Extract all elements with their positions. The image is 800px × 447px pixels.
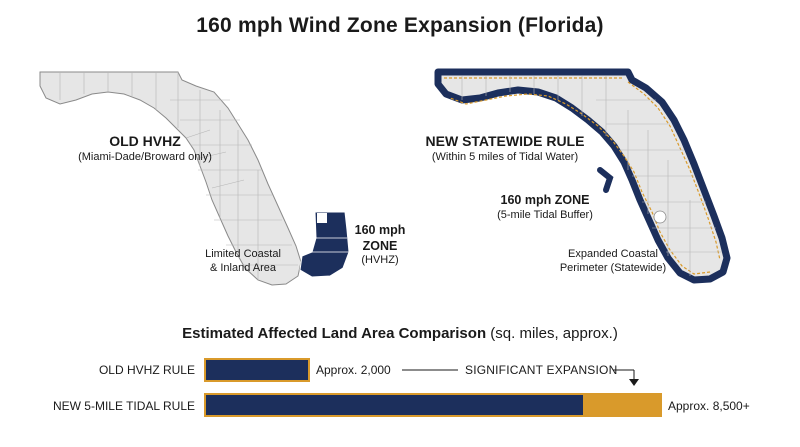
new-rule-value: Approx. 8,500+ (668, 399, 750, 413)
arrow-down-icon (629, 379, 639, 386)
page-title: 160 mph Wind Zone Expansion (Florida) (196, 14, 604, 37)
limited-area-line2: & Inland Area (209, 261, 277, 274)
new-rule-label: NEW STATEWIDE RULE (Within 5 miles of Ti… (415, 133, 595, 164)
tidal-zone-line1: 160 mph ZONE (500, 193, 590, 207)
county-lines-right (461, 76, 722, 276)
new-rule-row-label: NEW 5-MILE TIDAL RULE (52, 399, 195, 413)
comparison-title-bold: Estimated Affected Land Area Comparison (182, 325, 487, 342)
new-rule-heading: NEW STATEWIDE RULE (425, 133, 585, 149)
old-hvhz-heading: OLD HVHZ (109, 133, 181, 149)
tampa-bay-buffer (597, 167, 614, 193)
hvhz-lake-notch (317, 213, 327, 223)
tidal-zone-line2: (5-mile Tidal Buffer) (497, 208, 593, 221)
expansion-connector (402, 369, 639, 386)
tidal-zone-label: 160 mph ZONE (5-mile Tidal Buffer) (480, 193, 610, 222)
expanded-area-line1: Expanded Coastal (568, 248, 658, 260)
new-rule-subheading: (Within 5 miles of Tidal Water) (431, 150, 579, 163)
limited-area-label: Limited Coastal & Inland Area (188, 248, 298, 276)
expanded-area-label: Expanded Coastal Perimeter (Statewide) (548, 248, 678, 276)
new-rule-bar-fill-base (206, 395, 583, 415)
old-rule-value: Approx. 2,000 (316, 363, 391, 377)
comparison-title-units: (sq. miles, approx.) (486, 325, 618, 342)
old-rule-row-label: OLD HVHZ RULE (98, 363, 195, 377)
hvhz-zone-block (299, 211, 350, 278)
old-hvhz-subheading: (Miami-Dade/Broward only) (78, 150, 212, 163)
hvhz-zone-line2: ZONE (362, 238, 398, 253)
old-rule-bar-fill (206, 360, 308, 380)
hvhz-zone-label: 160 mph ZONE (HVHZ) (348, 223, 412, 268)
county-lines-left (59, 72, 298, 280)
florida-maps (39, 68, 731, 286)
limited-area-line1: Limited Coastal (205, 248, 281, 260)
new-rule-bar (204, 393, 662, 417)
hvhz-county-divider (312, 237, 349, 253)
expanded-area-line2: Perimeter (Statewide) (559, 261, 667, 274)
significant-expansion-label: SIGNIFICANT EXPANSION (465, 363, 618, 377)
hvhz-zone-line3: (HVHZ) (361, 254, 399, 267)
new-rule-bar-fill-expansion (582, 395, 660, 415)
hvhz-zone-line1: 160 mph (354, 223, 406, 237)
comparison-title: Estimated Affected Land Area Comparison … (0, 325, 800, 342)
right-florida-map (434, 68, 731, 284)
old-rule-bar (204, 358, 310, 382)
old-hvhz-label: OLD HVHZ (Miami-Dade/Broward only) (70, 133, 220, 164)
left-florida-map (39, 71, 350, 286)
florida-outline-left (39, 71, 302, 286)
lake-okeechobee (653, 210, 667, 224)
